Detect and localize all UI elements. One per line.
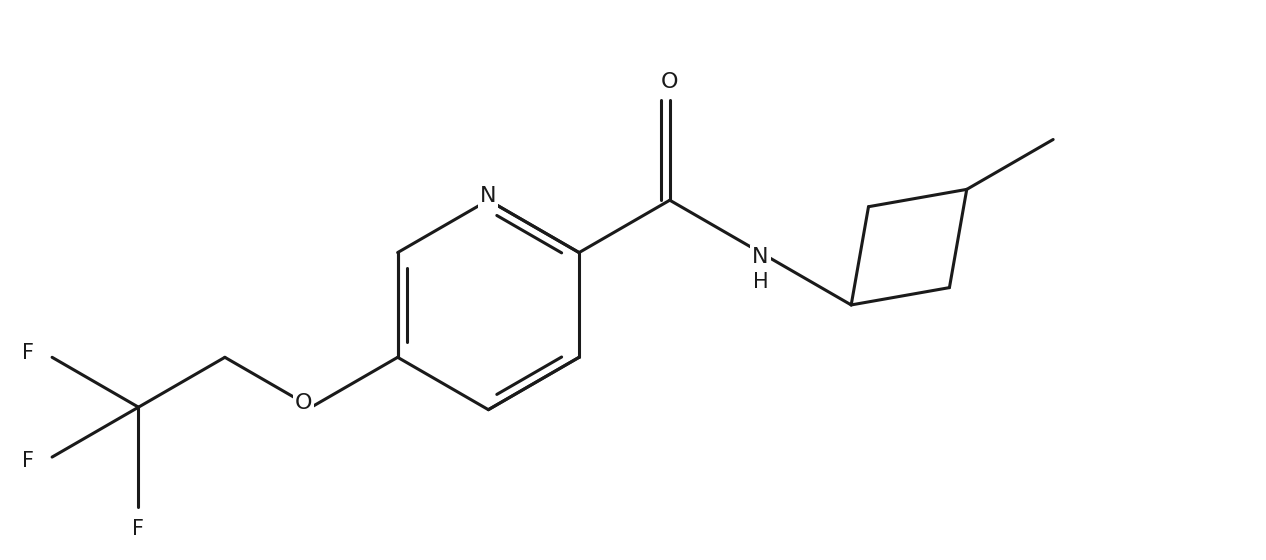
Text: F: F	[22, 343, 34, 363]
Text: O: O	[295, 393, 311, 413]
Text: F: F	[22, 451, 34, 471]
Text: H: H	[753, 273, 768, 292]
Text: N: N	[752, 246, 768, 267]
Text: O: O	[661, 72, 679, 92]
Text: F: F	[133, 519, 144, 539]
Text: N: N	[480, 186, 496, 206]
